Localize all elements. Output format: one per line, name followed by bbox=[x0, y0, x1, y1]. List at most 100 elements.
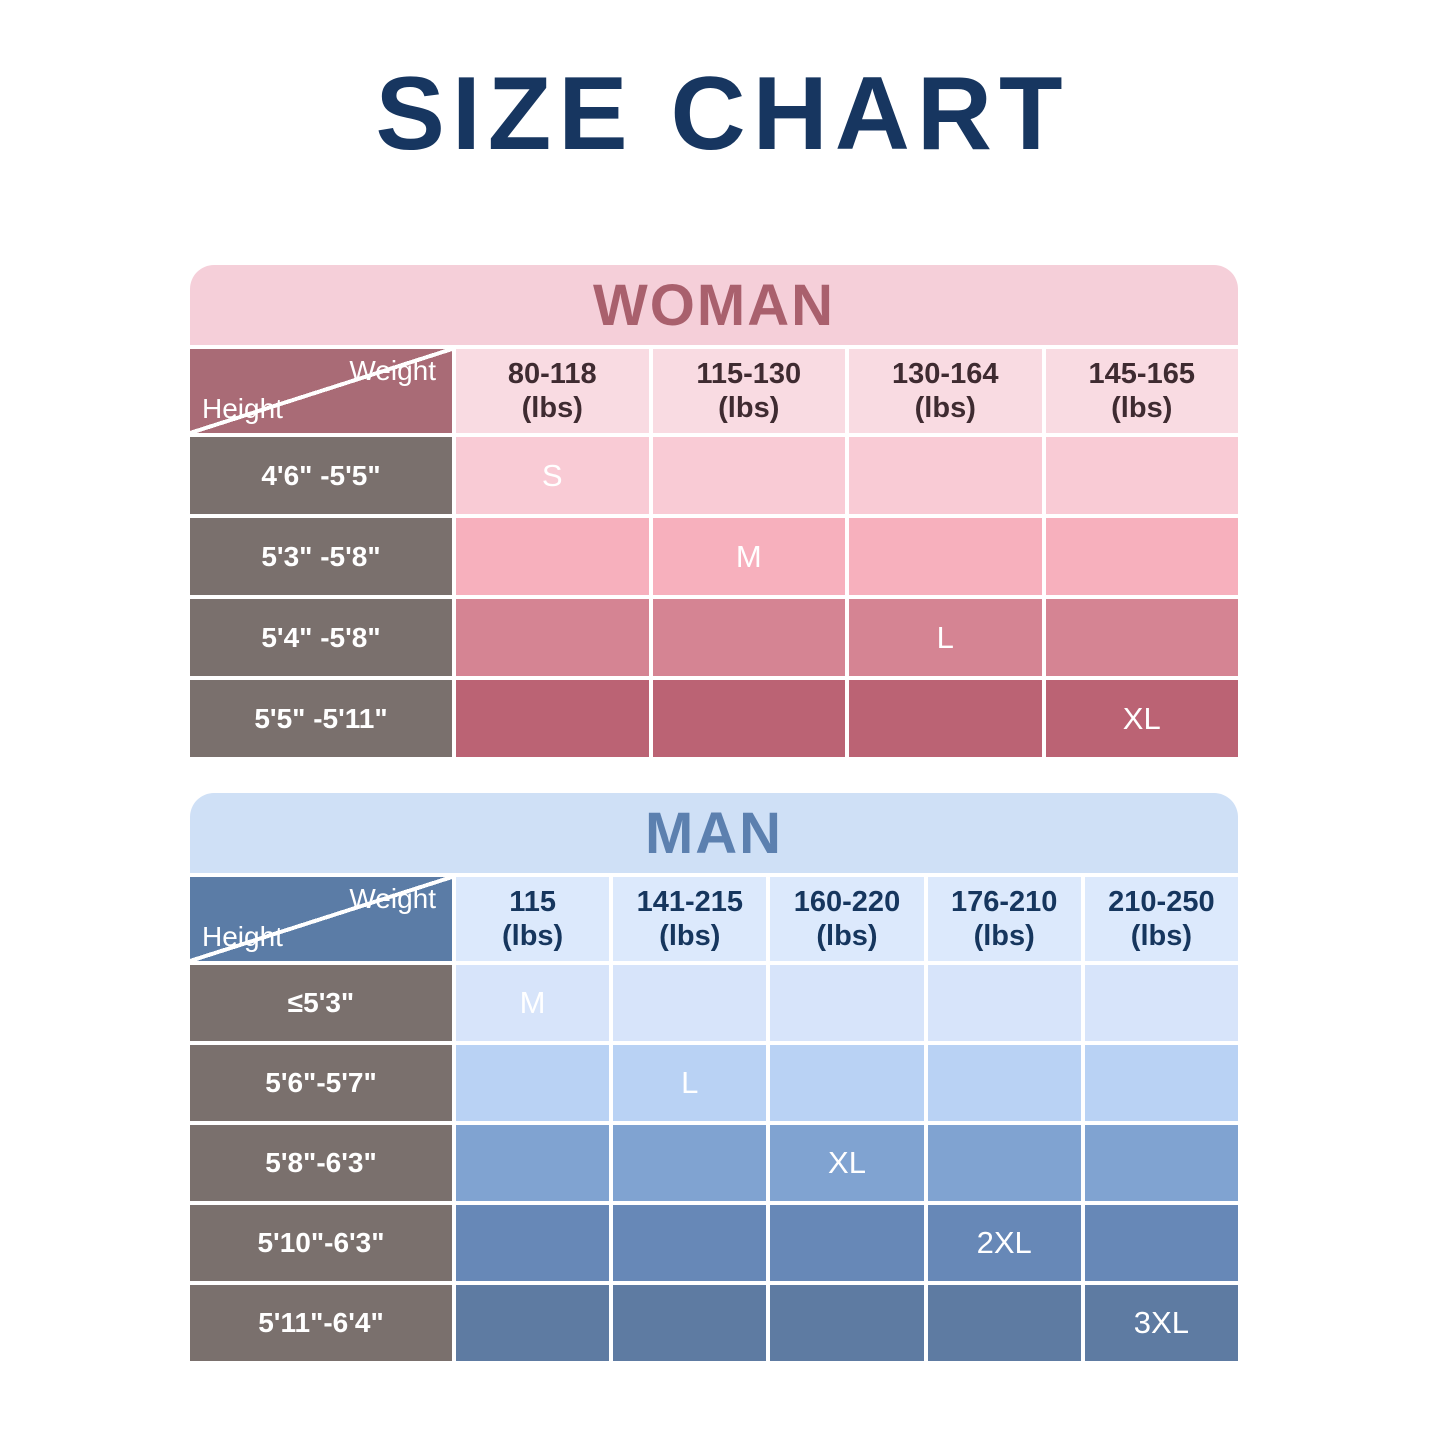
height-range-cell: 5'10"-6'3" bbox=[190, 1205, 452, 1281]
weight-unit: (lbs) bbox=[659, 920, 721, 952]
weight-range: 115 bbox=[509, 885, 556, 918]
empty-cell bbox=[613, 1125, 767, 1201]
weight-range: 130-164 bbox=[892, 357, 999, 390]
empty-cell bbox=[770, 1285, 924, 1361]
size-cell-m: M bbox=[456, 965, 610, 1041]
woman-table-row: 5'4" -5'8" L bbox=[190, 599, 1238, 676]
weight-unit: (lbs) bbox=[521, 392, 583, 424]
empty-cell bbox=[770, 1045, 924, 1121]
weight-unit: (lbs) bbox=[1130, 920, 1192, 952]
weight-range: 80-118 bbox=[507, 357, 597, 390]
height-range-cell: 5'11"-6'4" bbox=[190, 1285, 452, 1361]
height-range-cell: 5'8"-6'3" bbox=[190, 1125, 452, 1201]
weight-unit: (lbs) bbox=[501, 920, 564, 952]
man-size-table: MAN Weight Height 115 (lbs) 141-215 (lbs… bbox=[190, 793, 1238, 1361]
empty-cell bbox=[1084, 965, 1238, 1041]
weight-range: 210-250 bbox=[1108, 885, 1215, 918]
empty-cell bbox=[1045, 599, 1238, 676]
size-cell-xl: XL bbox=[1045, 680, 1238, 757]
man-header-row: Weight Height 115 (lbs) 141-215 (lbs) 16… bbox=[190, 877, 1238, 961]
woman-table-row: 5'5" -5'11" XL bbox=[190, 680, 1238, 757]
man-table-row: 5'10"-6'3" 2XL bbox=[190, 1205, 1238, 1281]
empty-cell bbox=[1045, 518, 1238, 595]
height-range-cell: 5'6"-5'7" bbox=[190, 1045, 452, 1121]
weight-unit: (lbs) bbox=[816, 920, 878, 952]
empty-cell bbox=[456, 1205, 610, 1281]
height-axis-label: Height bbox=[202, 393, 283, 424]
weight-unit: (lbs) bbox=[1111, 392, 1173, 424]
empty-cell bbox=[613, 1285, 767, 1361]
empty-cell bbox=[927, 1045, 1081, 1121]
man-weight-col-header: 210-250 (lbs) bbox=[1084, 877, 1238, 961]
empty-cell bbox=[613, 1205, 767, 1281]
empty-cell bbox=[927, 1125, 1081, 1201]
empty-cell bbox=[652, 680, 845, 757]
size-cell-l: L bbox=[849, 599, 1042, 676]
woman-table-title: WOMAN bbox=[190, 265, 1238, 345]
empty-cell bbox=[456, 599, 649, 676]
height-range-cell: 5'5" -5'11" bbox=[190, 680, 452, 757]
height-range-cell: 5'3" -5'8" bbox=[190, 518, 452, 595]
empty-cell bbox=[849, 680, 1042, 757]
empty-cell bbox=[927, 1285, 1081, 1361]
weight-range: 115-130 bbox=[696, 357, 802, 390]
empty-cell bbox=[652, 437, 845, 514]
empty-cell bbox=[456, 1285, 610, 1361]
woman-size-table: WOMAN Weight Height 80-118 (lbs) 115-130… bbox=[190, 265, 1238, 757]
man-table-row: 5'6"-5'7" L bbox=[190, 1045, 1238, 1121]
weight-unit: (lbs) bbox=[718, 392, 780, 424]
height-range-cell: 4'6" -5'5" bbox=[190, 437, 452, 514]
weight-range: 176-210 bbox=[950, 885, 1058, 918]
man-weight-col-header: 176-210 (lbs) bbox=[927, 877, 1081, 961]
man-table-row: 5'11"-6'4" 3XL bbox=[190, 1285, 1238, 1361]
height-range-cell: 5'4" -5'8" bbox=[190, 599, 452, 676]
woman-header-row: Weight Height 80-118 (lbs) 115-130 (lbs)… bbox=[190, 349, 1238, 433]
empty-cell bbox=[652, 599, 845, 676]
weight-unit: (lbs) bbox=[914, 392, 976, 424]
empty-cell bbox=[456, 518, 649, 595]
empty-cell bbox=[456, 1045, 610, 1121]
woman-weight-col-header: 130-164 (lbs) bbox=[849, 349, 1042, 433]
man-table-row: ≤5'3" M bbox=[190, 965, 1238, 1041]
man-weight-col-header: 115 (lbs) bbox=[456, 877, 610, 961]
woman-table-row: 4'6" -5'5" S bbox=[190, 437, 1238, 514]
weight-axis-label: Weight bbox=[349, 355, 436, 386]
size-cell-s: S bbox=[456, 437, 649, 514]
empty-cell bbox=[770, 965, 924, 1041]
empty-cell bbox=[849, 437, 1042, 514]
height-axis-label: Height bbox=[202, 921, 283, 952]
diagonal-divider-line bbox=[190, 349, 452, 433]
empty-cell bbox=[456, 680, 649, 757]
size-cell-xl: XL bbox=[770, 1125, 924, 1201]
woman-table-row: 5'3" -5'8" M bbox=[190, 518, 1238, 595]
page-title: SIZE CHART bbox=[375, 56, 1070, 172]
diagonal-divider-line bbox=[190, 877, 452, 961]
empty-cell bbox=[1084, 1125, 1238, 1201]
man-weight-col-header: 160-220 (lbs) bbox=[770, 877, 924, 961]
woman-weight-col-header: 145-165 (lbs) bbox=[1045, 349, 1238, 433]
empty-cell bbox=[1084, 1205, 1238, 1281]
woman-weight-col-header: 80-118 (lbs) bbox=[456, 349, 649, 433]
man-table-title: MAN bbox=[190, 793, 1238, 873]
empty-cell bbox=[770, 1205, 924, 1281]
man-table-row: 5'8"-6'3" XL bbox=[190, 1125, 1238, 1201]
empty-cell bbox=[927, 965, 1081, 1041]
weight-range: 145-165 bbox=[1088, 357, 1195, 390]
size-cell-m: M bbox=[652, 518, 845, 595]
man-height-weight-corner-cell: Weight Height bbox=[190, 877, 452, 961]
empty-cell bbox=[613, 965, 767, 1041]
empty-cell bbox=[1084, 1045, 1238, 1121]
empty-cell bbox=[849, 518, 1042, 595]
weight-range: 141-215 bbox=[636, 885, 743, 918]
empty-cell bbox=[456, 1125, 610, 1201]
empty-cell bbox=[1045, 437, 1238, 514]
weight-unit: (lbs) bbox=[973, 920, 1035, 952]
man-weight-col-header: 141-215 (lbs) bbox=[613, 877, 767, 961]
size-cell-3xl: 3XL bbox=[1084, 1285, 1238, 1361]
weight-range: 160-220 bbox=[793, 885, 901, 918]
height-range-cell: ≤5'3" bbox=[190, 965, 452, 1041]
size-cell-l: L bbox=[613, 1045, 767, 1121]
size-cell-2xl: 2XL bbox=[927, 1205, 1081, 1281]
woman-height-weight-corner-cell: Weight Height bbox=[190, 349, 452, 433]
